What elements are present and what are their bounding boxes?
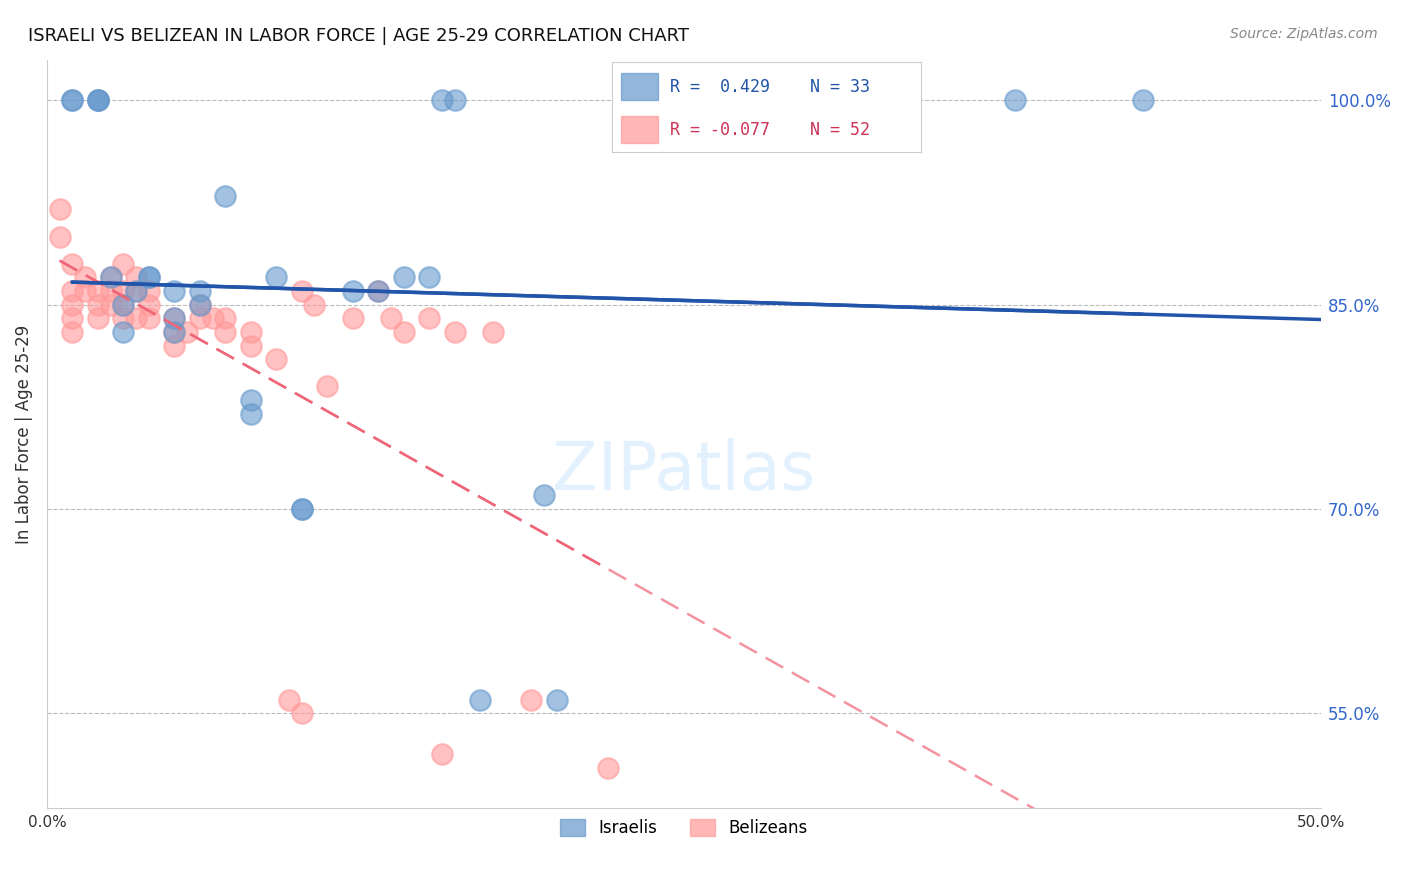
- Text: ZIPatlas: ZIPatlas: [553, 439, 815, 505]
- Point: [188, 298, 211, 312]
- Point: [380, 311, 402, 326]
- Point: [138, 270, 160, 285]
- Point: [138, 311, 160, 326]
- Point: [87, 94, 110, 108]
- Point: [100, 270, 122, 285]
- Point: [291, 502, 314, 516]
- Point: [87, 284, 110, 298]
- Point: [1132, 94, 1154, 108]
- Point: [291, 706, 314, 720]
- Point: [418, 270, 440, 285]
- Point: [188, 298, 211, 312]
- Point: [392, 270, 415, 285]
- Point: [60, 311, 83, 326]
- FancyBboxPatch shape: [621, 116, 658, 143]
- Point: [112, 311, 135, 326]
- Point: [239, 392, 262, 407]
- Point: [163, 325, 186, 339]
- Point: [239, 325, 262, 339]
- Point: [533, 488, 555, 502]
- Point: [443, 94, 465, 108]
- Point: [87, 94, 110, 108]
- Text: ISRAELI VS BELIZEAN IN LABOR FORCE | AGE 25-29 CORRELATION CHART: ISRAELI VS BELIZEAN IN LABOR FORCE | AGE…: [28, 27, 689, 45]
- Point: [60, 325, 83, 339]
- Point: [112, 284, 135, 298]
- Point: [48, 202, 70, 217]
- Point: [112, 298, 135, 312]
- Point: [596, 761, 619, 775]
- Point: [264, 352, 287, 367]
- Point: [125, 284, 148, 298]
- Point: [291, 284, 314, 298]
- Point: [278, 692, 301, 706]
- Point: [482, 325, 505, 339]
- Point: [100, 284, 122, 298]
- Point: [163, 325, 186, 339]
- Point: [392, 325, 415, 339]
- Point: [430, 94, 453, 108]
- Point: [443, 325, 465, 339]
- Point: [138, 284, 160, 298]
- Point: [125, 311, 148, 326]
- Point: [163, 311, 186, 326]
- Point: [316, 379, 339, 393]
- Point: [87, 311, 110, 326]
- Point: [430, 747, 453, 761]
- Point: [112, 298, 135, 312]
- Point: [60, 94, 83, 108]
- Point: [138, 270, 160, 285]
- Point: [468, 692, 491, 706]
- Point: [112, 325, 135, 339]
- Point: [125, 270, 148, 285]
- Point: [264, 270, 287, 285]
- Y-axis label: In Labor Force | Age 25-29: In Labor Force | Age 25-29: [15, 325, 32, 543]
- FancyBboxPatch shape: [621, 73, 658, 100]
- Point: [75, 270, 97, 285]
- Text: Source: ZipAtlas.com: Source: ZipAtlas.com: [1230, 27, 1378, 41]
- Point: [291, 502, 314, 516]
- Point: [367, 284, 389, 298]
- Point: [188, 284, 211, 298]
- Point: [342, 284, 364, 298]
- Legend: Israelis, Belizeans: Israelis, Belizeans: [551, 810, 817, 845]
- Point: [188, 311, 211, 326]
- Point: [214, 188, 236, 202]
- Point: [214, 325, 236, 339]
- Point: [304, 298, 326, 312]
- Point: [214, 311, 236, 326]
- Point: [60, 298, 83, 312]
- Point: [546, 692, 568, 706]
- Point: [367, 284, 389, 298]
- Point: [87, 94, 110, 108]
- Point: [239, 407, 262, 421]
- Point: [163, 338, 186, 352]
- Point: [201, 311, 224, 326]
- Point: [520, 692, 543, 706]
- Point: [342, 311, 364, 326]
- Point: [60, 94, 83, 108]
- Point: [100, 270, 122, 285]
- Point: [125, 284, 148, 298]
- Text: R = -0.077    N = 52: R = -0.077 N = 52: [671, 121, 870, 139]
- Point: [87, 298, 110, 312]
- Point: [48, 229, 70, 244]
- Point: [60, 284, 83, 298]
- Point: [176, 325, 198, 339]
- Point: [75, 284, 97, 298]
- Point: [239, 338, 262, 352]
- Point: [100, 298, 122, 312]
- Point: [112, 257, 135, 271]
- Text: R =  0.429    N = 33: R = 0.429 N = 33: [671, 78, 870, 96]
- Point: [60, 257, 83, 271]
- Point: [138, 298, 160, 312]
- Point: [163, 311, 186, 326]
- Point: [1004, 94, 1026, 108]
- Point: [163, 284, 186, 298]
- Point: [418, 311, 440, 326]
